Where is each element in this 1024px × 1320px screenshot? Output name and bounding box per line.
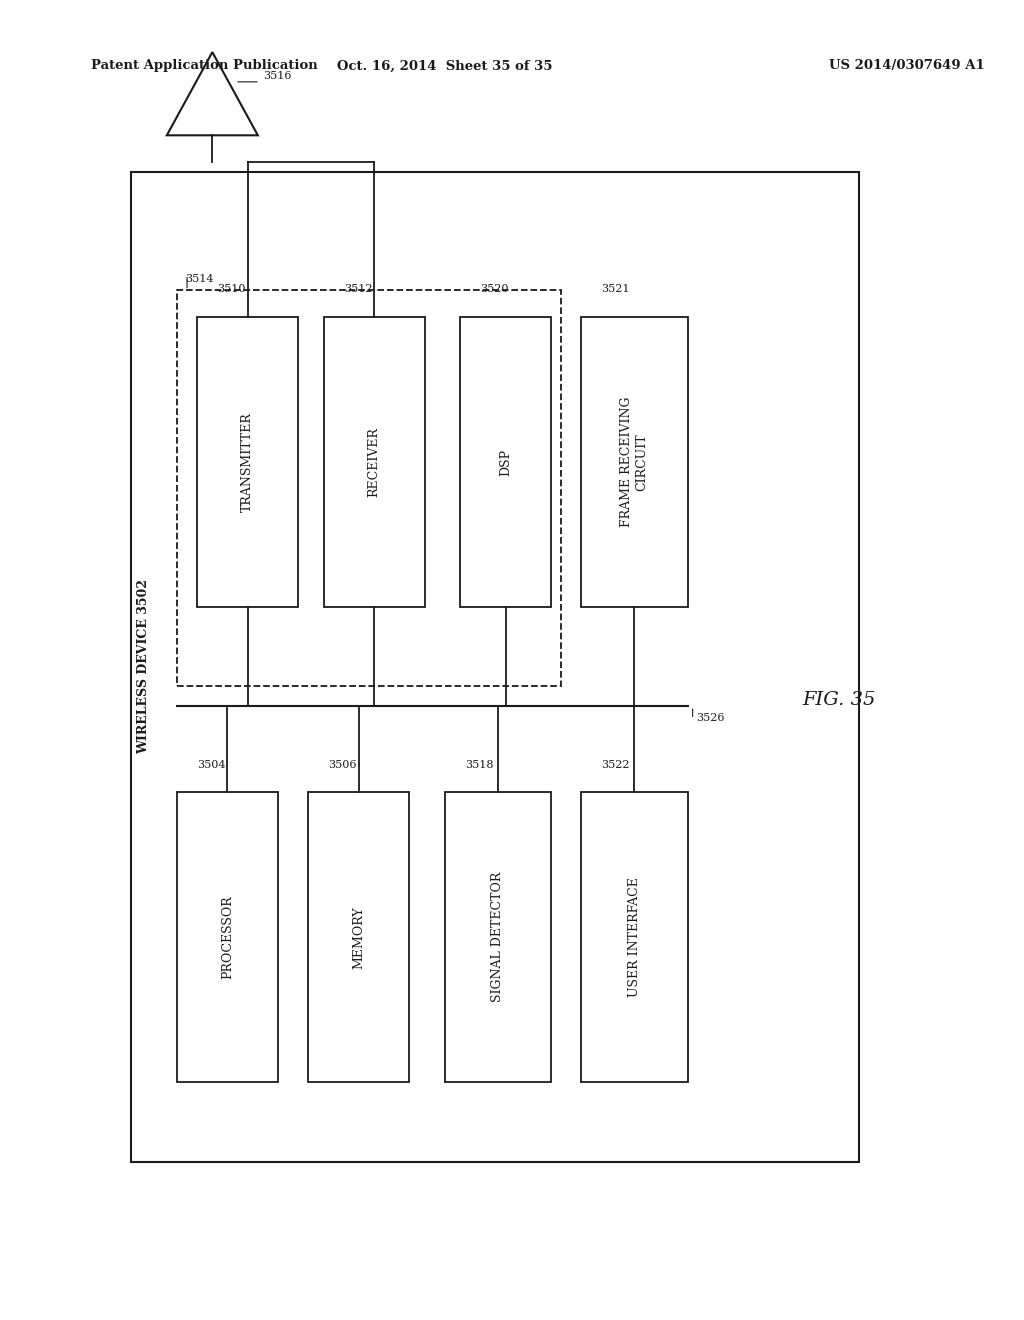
Text: RECEIVER: RECEIVER — [368, 426, 381, 498]
Text: USER INTERFACE: USER INTERFACE — [628, 878, 641, 997]
FancyBboxPatch shape — [177, 792, 279, 1082]
Text: 3510: 3510 — [217, 284, 246, 294]
Text: 3512: 3512 — [344, 284, 373, 294]
Text: PROCESSOR: PROCESSOR — [221, 895, 234, 979]
FancyBboxPatch shape — [324, 317, 425, 607]
Text: 3522: 3522 — [602, 759, 630, 770]
Text: WIRELESS DEVICE 3502: WIRELESS DEVICE 3502 — [137, 579, 151, 754]
FancyBboxPatch shape — [460, 317, 551, 607]
FancyBboxPatch shape — [582, 317, 687, 607]
FancyBboxPatch shape — [582, 792, 687, 1082]
FancyBboxPatch shape — [131, 172, 859, 1162]
FancyBboxPatch shape — [444, 792, 551, 1082]
Text: 3504: 3504 — [198, 759, 225, 770]
Text: US 2014/0307649 A1: US 2014/0307649 A1 — [829, 59, 985, 73]
Text: FRAME RECEIVING
CIRCUIT: FRAME RECEIVING CIRCUIT — [621, 397, 648, 527]
Text: MEMORY: MEMORY — [352, 906, 366, 969]
Text: 3521: 3521 — [602, 284, 630, 294]
Text: 3516: 3516 — [263, 71, 292, 81]
Text: 3518: 3518 — [465, 759, 494, 770]
Text: Patent Application Publication: Patent Application Publication — [91, 59, 317, 73]
Text: TRANSMITTER: TRANSMITTER — [242, 412, 254, 512]
Text: DSP: DSP — [499, 449, 512, 475]
Text: SIGNAL DETECTOR: SIGNAL DETECTOR — [492, 873, 505, 1002]
FancyBboxPatch shape — [308, 792, 410, 1082]
Text: 3526: 3526 — [695, 713, 724, 723]
Text: 3520: 3520 — [480, 284, 509, 294]
Text: 3514: 3514 — [185, 273, 214, 284]
Text: 3506: 3506 — [329, 759, 357, 770]
Text: Oct. 16, 2014  Sheet 35 of 35: Oct. 16, 2014 Sheet 35 of 35 — [337, 59, 553, 73]
Text: FIG. 35: FIG. 35 — [803, 690, 876, 709]
FancyBboxPatch shape — [198, 317, 298, 607]
